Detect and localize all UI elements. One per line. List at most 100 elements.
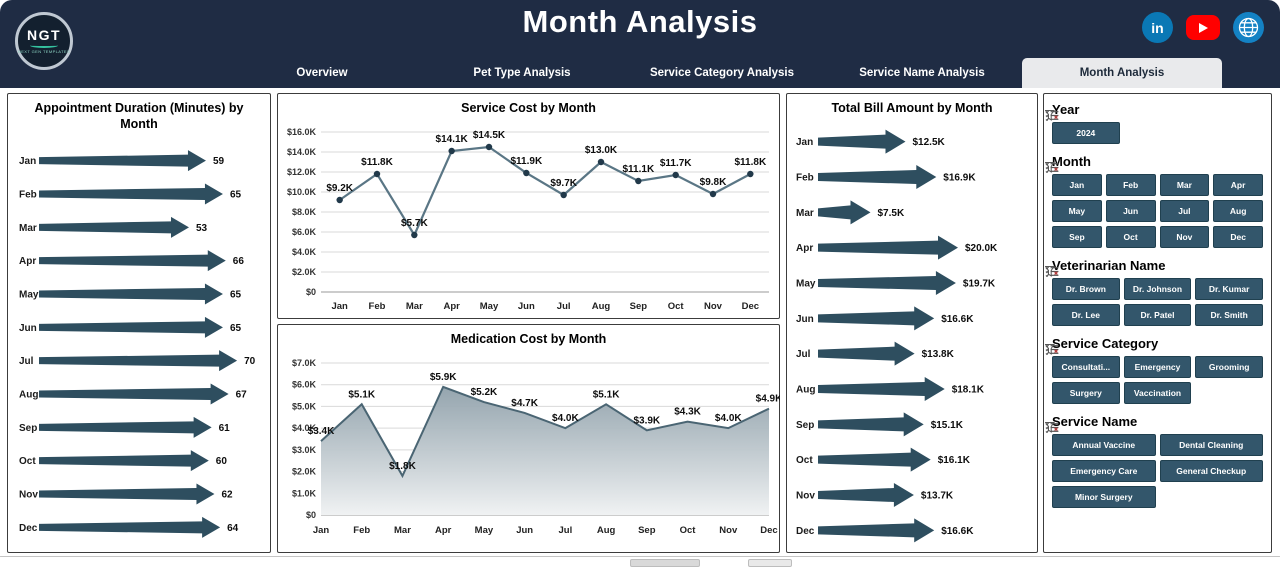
svg-text:Feb: Feb	[353, 525, 370, 536]
filter-option-dr-smith[interactable]: Dr. Smith	[1195, 304, 1263, 326]
linkedin-glyph: in	[1151, 19, 1164, 36]
svg-text:$3.0K: $3.0K	[292, 445, 317, 455]
svg-text:$6.0K: $6.0K	[292, 380, 317, 390]
svg-text:$15.1K: $15.1K	[931, 420, 964, 431]
svg-text:Jul: Jul	[557, 301, 571, 312]
filter-option-emergency-care[interactable]: Emergency Care	[1052, 460, 1156, 482]
total-bill-panel: Total Bill Amount by Month Jan $12.5K Feb $…	[786, 93, 1038, 553]
svg-text:$11.8K: $11.8K	[361, 157, 393, 168]
svg-text:Feb: Feb	[369, 301, 386, 312]
filter-title-veterinarian-name: Veterinarian Name	[1052, 258, 1166, 273]
filter-option-emergency[interactable]: Emergency	[1123, 356, 1192, 378]
svg-text:Mar: Mar	[406, 301, 423, 312]
linkedin-icon[interactable]: in	[1142, 12, 1173, 43]
svg-text:$3.9K: $3.9K	[633, 415, 660, 426]
filter-option-dr-lee[interactable]: Dr. Lee	[1052, 304, 1120, 326]
svg-text:$14.1K: $14.1K	[436, 134, 469, 145]
svg-text:Jun: Jun	[516, 525, 533, 536]
svg-text:Apr: Apr	[443, 301, 460, 312]
svg-text:$11.9K: $11.9K	[510, 156, 542, 167]
website-globe-icon[interactable]	[1233, 12, 1264, 43]
svg-text:67: 67	[236, 390, 248, 401]
total-bill-arrow-chart: Jan $12.5K Feb $16.9K Mar $7.5K Apr $20.0K May $1…	[796, 129, 998, 543]
filter-option-dr-johnson[interactable]: Dr. Johnson	[1123, 278, 1192, 300]
svg-text:Jun: Jun	[19, 323, 37, 334]
filter-section-service-name: Service Name Annual Vaccine Dental Cleanin…	[1045, 414, 1263, 508]
svg-text:$18.1K: $18.1K	[952, 385, 985, 396]
filter-title-month: Month	[1052, 154, 1091, 169]
svg-text:Jun: Jun	[518, 301, 535, 312]
svg-text:Jan: Jan	[19, 156, 36, 167]
filter-option-surgery[interactable]: Surgery	[1052, 382, 1120, 404]
svg-text:$9.8K: $9.8K	[700, 177, 727, 188]
tab-service-name-analysis[interactable]: Service Name Analysis	[859, 67, 985, 79]
filter-title-service-category: Service Category	[1052, 336, 1159, 351]
filter-option-dec[interactable]: Dec	[1213, 226, 1263, 248]
svg-text:Aug: Aug	[796, 385, 815, 396]
svg-text:$4.7K: $4.7K	[511, 398, 538, 409]
bottom-scrollbar-thumb[interactable]	[630, 559, 700, 567]
appointment-duration-panel: Appointment Duration (Minutes) by Month …	[7, 93, 271, 553]
appointment-duration-title: Appointment Duration (Minutes) by Month	[34, 101, 244, 132]
filter-option-jun[interactable]: Jun	[1105, 200, 1156, 222]
logo: NGT NEXT GEN TEMPLATES	[15, 12, 73, 70]
filter-option-dr-brown[interactable]: Dr. Brown	[1052, 278, 1120, 300]
medication-cost-area-chart: $0 $1.0K $2.0K $3.0K $4.0K $5.0K $6.0K $7.0K $3.…	[292, 358, 780, 536]
filter-option-dr-kumar[interactable]: Dr. Kumar	[1195, 278, 1263, 300]
filter-option-mar[interactable]: Mar	[1159, 174, 1210, 196]
filter-option-may[interactable]: May	[1052, 200, 1102, 222]
filter-option-aug[interactable]: Aug	[1213, 200, 1263, 222]
svg-text:$11.7K: $11.7K	[660, 158, 692, 169]
svg-text:Mar: Mar	[19, 223, 37, 234]
filter-option-oct[interactable]: Oct	[1105, 226, 1156, 248]
svg-text:$4.0K: $4.0K	[292, 423, 317, 433]
filter-options-service-category: Consultati... Emergency Grooming Surgery Vac…	[1052, 356, 1263, 404]
filter-option-jan[interactable]: Jan	[1052, 174, 1102, 196]
filter-option-grooming[interactable]: Grooming	[1195, 356, 1263, 378]
svg-text:Nov: Nov	[704, 301, 723, 312]
filter-option-general-checkup[interactable]: General Checkup	[1159, 460, 1263, 482]
filter-option-minor-surgery[interactable]: Minor Surgery	[1052, 486, 1156, 508]
filter-option-apr[interactable]: Apr	[1213, 174, 1263, 196]
svg-text:$5.1K: $5.1K	[593, 389, 620, 400]
filter-option-sep[interactable]: Sep	[1052, 226, 1102, 248]
filter-option-vaccination[interactable]: Vaccination	[1123, 382, 1192, 404]
filter-title-service-name: Service Name	[1052, 414, 1138, 429]
tab-pet-type-analysis[interactable]: Pet Type Analysis	[473, 67, 571, 79]
filter-option-consultati[interactable]: Consultati...	[1052, 356, 1120, 378]
service-cost-line-chart: $0 $2.0K $4.0K $6.0K $8.0K $10.0K $12.0K $14.0K…	[287, 127, 769, 312]
svg-text:$0: $0	[306, 287, 316, 297]
filter-option-annual-vaccine[interactable]: Annual Vaccine	[1052, 434, 1156, 456]
svg-text:$8.0K: $8.0K	[292, 207, 317, 217]
svg-text:$7.0K: $7.0K	[292, 358, 317, 368]
service-cost-title: Service Cost by Month	[461, 101, 596, 115]
svg-text:May: May	[475, 525, 494, 536]
svg-text:$9.7K: $9.7K	[550, 178, 577, 189]
bottom-strip	[0, 556, 1280, 568]
svg-text:Dec: Dec	[796, 526, 815, 537]
svg-text:$11.8K: $11.8K	[734, 157, 766, 168]
filter-option-feb[interactable]: Feb	[1105, 174, 1156, 196]
svg-text:$13.7K: $13.7K	[921, 491, 954, 502]
svg-text:$1.0K: $1.0K	[292, 488, 317, 498]
filter-section-service-category: Service Category Consultati... Emergency Gr…	[1045, 336, 1263, 404]
svg-text:Oct: Oct	[680, 525, 697, 536]
filter-option-dr-patel[interactable]: Dr. Patel	[1123, 304, 1192, 326]
filter-option-dental-cleaning[interactable]: Dental Cleaning	[1159, 434, 1263, 456]
svg-text:$19.7K: $19.7K	[963, 279, 996, 290]
filter-option-jul[interactable]: Jul	[1159, 200, 1210, 222]
svg-text:$13.8K: $13.8K	[922, 349, 955, 360]
filter-title-year: Year	[1052, 102, 1080, 117]
svg-text:Jan: Jan	[313, 525, 330, 536]
bottom-scrollbar-track[interactable]	[748, 559, 792, 567]
youtube-icon[interactable]	[1186, 15, 1220, 40]
svg-text:64: 64	[227, 523, 239, 534]
filter-option-nov[interactable]: Nov	[1159, 226, 1210, 248]
svg-text:Apr: Apr	[435, 525, 452, 536]
filter-option-2024[interactable]: 2024	[1052, 122, 1120, 144]
filter-pane: Year 2024 Month Jan Feb Mar Apr May Jun Jul Aug Sep…	[1043, 93, 1272, 553]
svg-text:Jul: Jul	[796, 349, 811, 360]
tab-month-analysis[interactable]: Month Analysis	[1022, 58, 1222, 88]
tab-service-category-analysis[interactable]: Service Category Analysis	[649, 67, 795, 79]
tab-overview[interactable]: Overview	[296, 67, 348, 79]
